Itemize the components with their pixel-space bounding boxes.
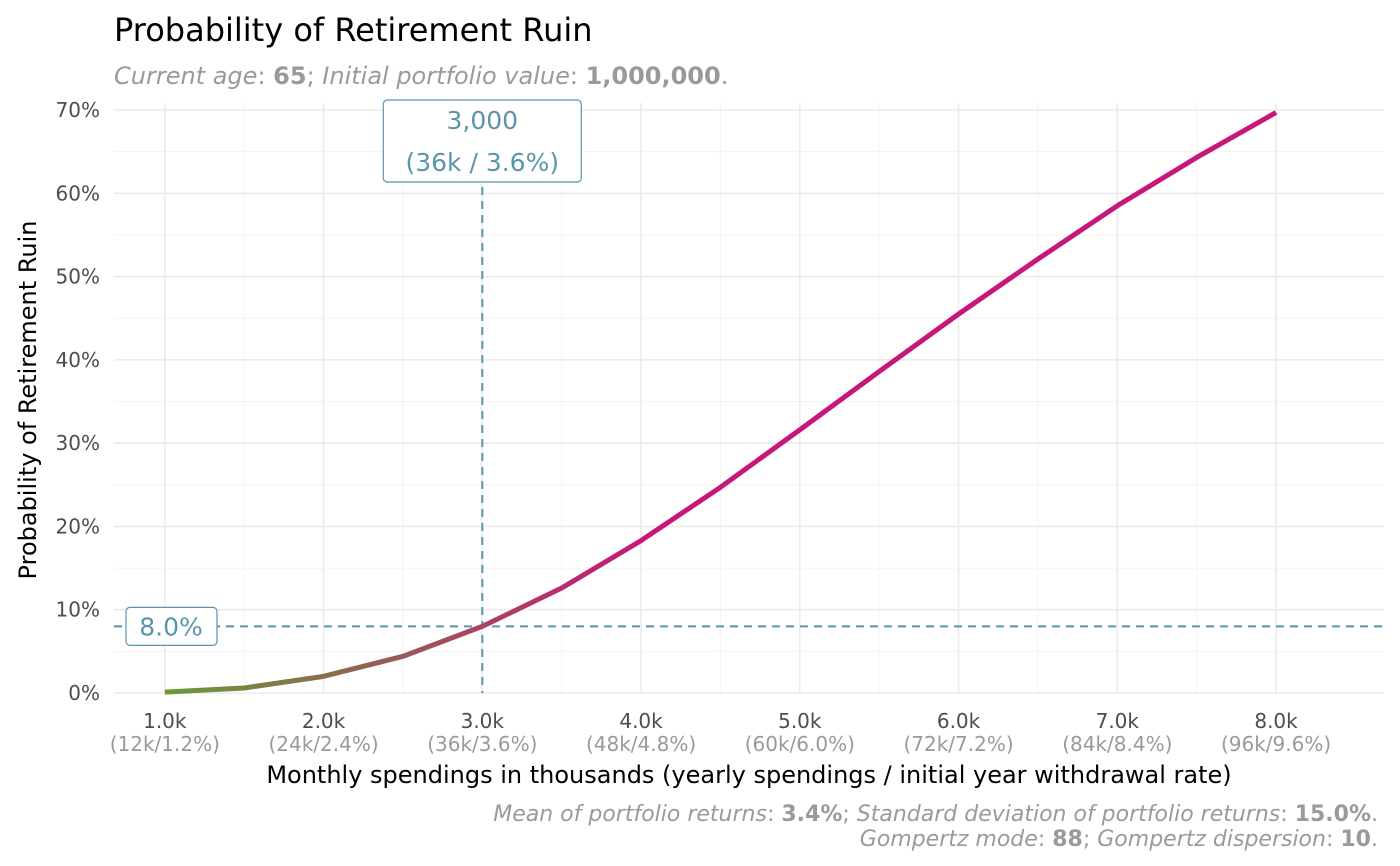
caption-mean-value: 3.4%	[781, 802, 842, 827]
x-tick-label: 8.0k	[1254, 709, 1298, 733]
x-tick-sublabel: (60k/6.0%)	[745, 732, 855, 756]
caption-sd-value: 15.0%	[1295, 802, 1371, 827]
y-reference-label: 8.0%	[125, 606, 218, 646]
series-group	[164, 110, 1278, 695]
y-tick-label: 30%	[56, 431, 100, 455]
x-axis-title: Monthly spendings in thousands (yearly s…	[266, 761, 1231, 789]
caption-mean-label: Mean of portfolio returns	[493, 802, 767, 827]
y-axis-ticks: 0% 10% 20% 30% 40% 50% 60% 70%	[56, 98, 100, 705]
subtitle-portfolio-value: 1,000,000	[586, 62, 721, 90]
caption-dispersion-value: 10	[1340, 827, 1371, 852]
reference-lines	[114, 103, 1384, 693]
ruin-probability-line	[164, 110, 1278, 695]
x-tick-sublabel: (84k/8.4%)	[1062, 732, 1172, 756]
x-tick-label: 1.0k	[143, 709, 187, 733]
y-axis-title: Probability of Retirement Ruin	[14, 221, 42, 580]
subtitle-age-label: Current age	[114, 62, 257, 90]
caption-mode-label: Gompertz mode	[860, 827, 1038, 852]
x-axis-ticks: 1.0k(12k/1.2%) 2.0k(24k/2.4%) 3.0k(36k/3.6…	[110, 709, 1331, 756]
y-tick-label: 20%	[56, 514, 100, 538]
grid	[114, 103, 1384, 694]
x-reference-label: 3,000 (36k / 3.6%)	[382, 99, 582, 183]
x-tick-sublabel: (24k/2.4%)	[268, 732, 378, 756]
caption-mode-value: 88	[1052, 827, 1083, 852]
y-reference-label-text: 8.0%	[139, 612, 203, 641]
x-tick-label: 5.0k	[778, 709, 822, 733]
y-tick-label: 10%	[56, 598, 100, 622]
x-tick-label: 2.0k	[302, 709, 346, 733]
x-tick-label: 7.0k	[1096, 709, 1140, 733]
y-tick-label: 0%	[68, 681, 100, 705]
x-tick-sublabel: (48k/4.8%)	[586, 732, 696, 756]
x-tick-sublabel: (72k/7.2%)	[903, 732, 1013, 756]
x-reference-label-box	[382, 99, 582, 183]
x-tick-sublabel: (96k/9.6%)	[1221, 732, 1331, 756]
y-tick-label: 70%	[56, 98, 100, 122]
chart-subtitle: Current age: 65; Initial portfolio value…	[114, 62, 728, 90]
x-tick-label: 6.0k	[937, 709, 981, 733]
y-tick-label: 60%	[56, 181, 100, 205]
x-tick-sublabel: (36k/3.6%)	[427, 732, 537, 756]
y-reference-label-box	[125, 606, 218, 646]
x-reference-label-line1: 3,000	[447, 106, 519, 135]
caption-line-1: Mean of portfolio returns: 3.4%; Standar…	[493, 802, 1378, 827]
subtitle-portfolio-label: Initial portfolio value	[322, 62, 570, 90]
x-tick-label: 3.0k	[461, 709, 505, 733]
x-reference-label-line2: (36k / 3.6%)	[405, 148, 559, 177]
chart-title: Probability of Retirement Ruin	[114, 11, 593, 49]
subtitle-age-value: 65	[273, 62, 306, 90]
caption-line-2: Gompertz mode: 88; Gompertz dispersion: …	[860, 827, 1378, 852]
y-tick-label: 50%	[56, 265, 100, 289]
x-tick-sublabel: (12k/1.2%)	[110, 732, 220, 756]
caption-sd-label: Standard deviation of portfolio returns	[857, 802, 1281, 827]
y-tick-label: 40%	[56, 348, 100, 372]
x-tick-label: 4.0k	[619, 709, 663, 733]
caption-dispersion-label: Gompertz dispersion	[1097, 827, 1326, 852]
